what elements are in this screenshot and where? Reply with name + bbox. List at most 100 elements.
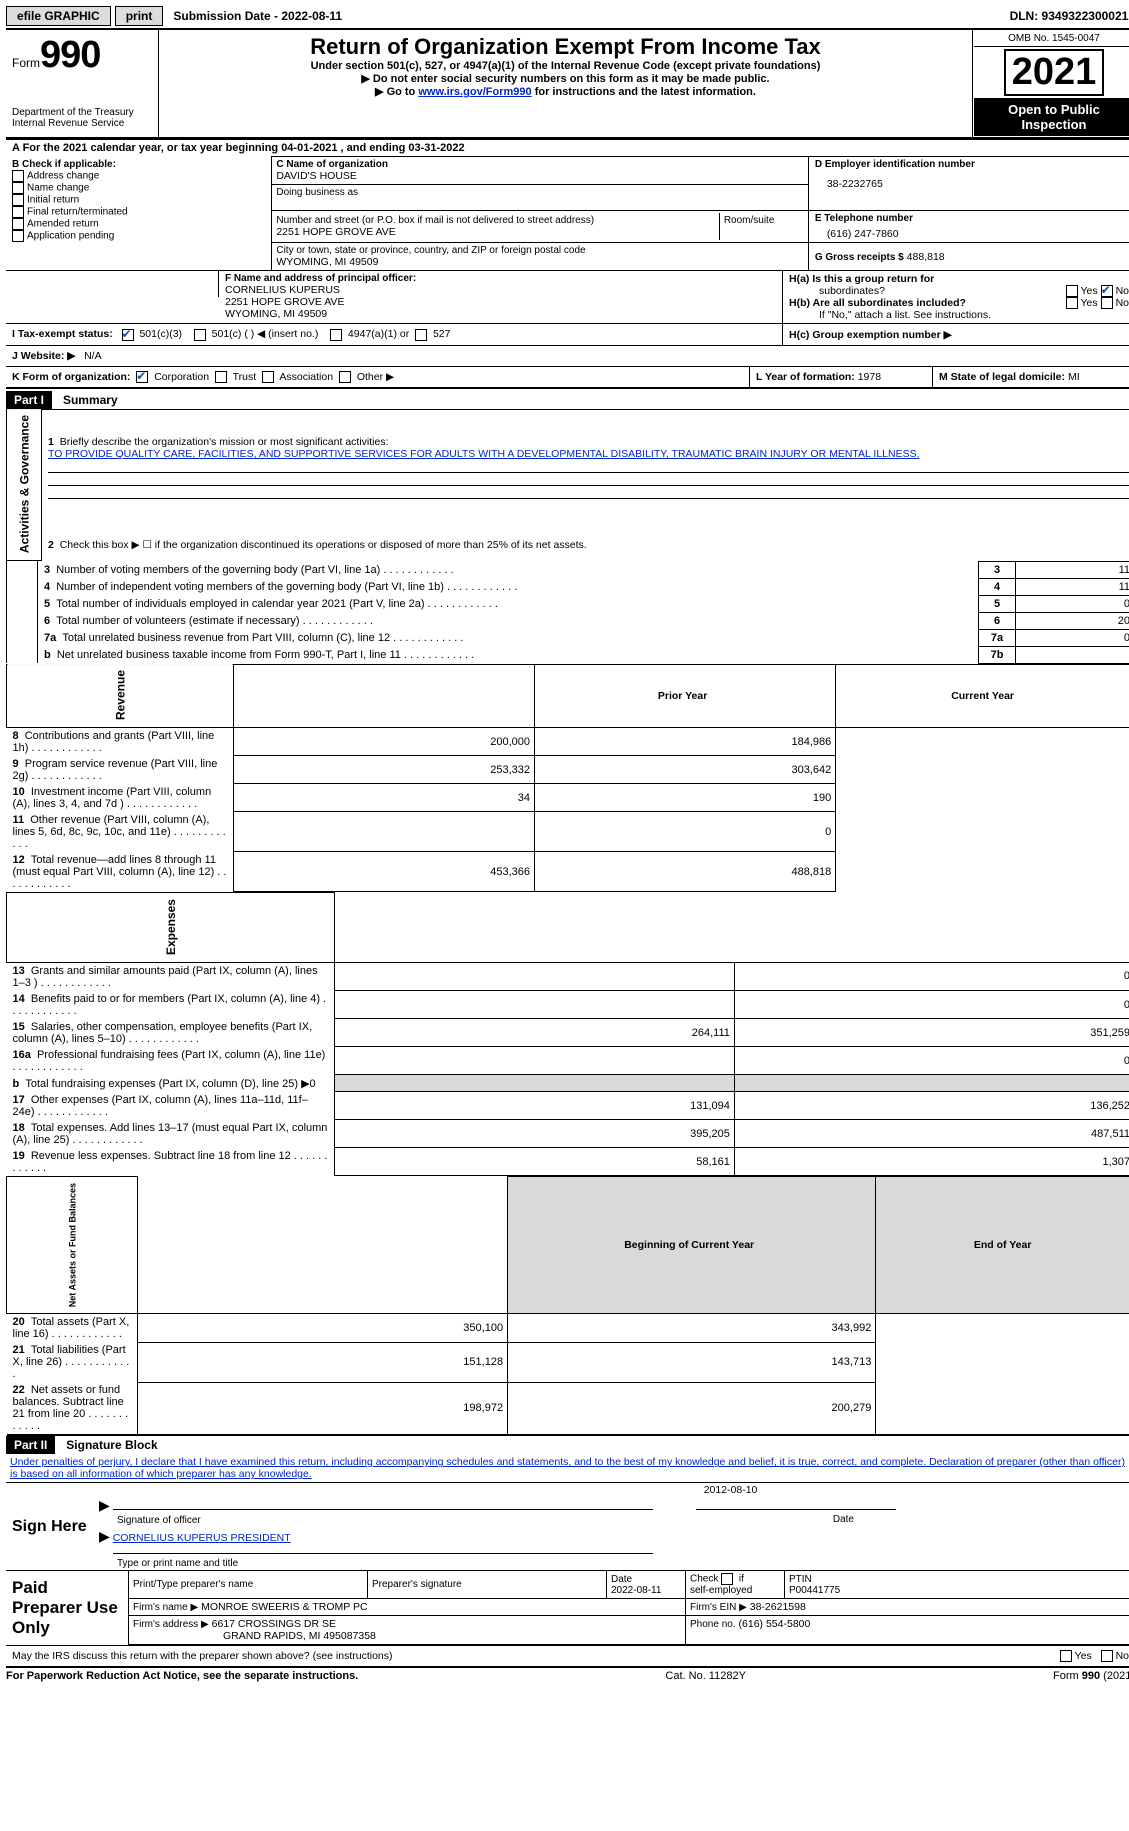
prep-date-value: 2022-08-11: [611, 1585, 661, 1596]
print-button[interactable]: print: [115, 6, 164, 26]
officer-addr2: WYOMING, MI 49509: [225, 308, 776, 320]
side-activities: Activities & Governance: [7, 409, 42, 560]
current-year-hdr: Current Year: [836, 664, 1129, 727]
gross-receipts: 488,818: [907, 251, 945, 263]
form-word: Form: [12, 56, 40, 70]
i-501c3[interactable]: [122, 329, 134, 341]
perjury-declaration: Under penalties of perjury, I declare th…: [6, 1454, 1129, 1483]
dba-label: Doing business as: [276, 187, 803, 198]
boy-hdr: Beginning of Current Year: [508, 1177, 876, 1314]
prep-sig-label: Preparer's signature: [368, 1571, 607, 1599]
ha-no[interactable]: [1101, 285, 1113, 297]
tax-year: 2021: [1004, 49, 1105, 96]
c-label: C Name of organization: [276, 159, 803, 170]
self-employed-check[interactable]: [721, 1573, 733, 1585]
firm-addr-label: Firm's address ▶: [133, 1619, 209, 1630]
i-4947[interactable]: [330, 329, 342, 341]
dln: DLN: 93493223000212: [1010, 9, 1129, 23]
discuss-no[interactable]: [1101, 1650, 1113, 1662]
room-suite-label: Room/suite: [720, 213, 808, 240]
line1-label: Briefly describe the organization's miss…: [60, 436, 389, 448]
ha-sub: subordinates?: [789, 285, 885, 297]
b-opt-1[interactable]: Name change: [12, 182, 265, 194]
entity-block: B Check if applicable: Address change Na…: [6, 156, 1129, 271]
dept-treasury: Department of the Treasury: [12, 107, 152, 118]
net-row-22: 22 Net assets or fund balances. Subtract…: [7, 1382, 1129, 1435]
irs-link[interactable]: www.irs.gov/Form990: [418, 86, 531, 98]
hb-yes[interactable]: [1066, 297, 1078, 309]
k-trust[interactable]: [215, 371, 227, 383]
expense-row-13: 13 Grants and similar amounts paid (Part…: [7, 962, 1129, 991]
k-other[interactable]: [339, 371, 351, 383]
k-label: K Form of organization:: [12, 371, 130, 383]
sig-officer-label: Signature of officer: [99, 1515, 201, 1526]
j-label: J Website: ▶: [12, 350, 75, 362]
sig-date-value: 2012-08-10: [704, 1484, 758, 1496]
type-name-label: Type or print name and title: [99, 1558, 238, 1569]
omb-number: OMB No. 1545-0047: [974, 31, 1129, 47]
summary-row-3: 3 Number of voting members of the govern…: [7, 561, 1129, 578]
firm-ein-label: Firm's EIN ▶: [690, 1602, 747, 1613]
expense-row-b: b Total fundraising expenses (Part IX, c…: [7, 1075, 1129, 1092]
summary-row-6: 6 Total number of volunteers (estimate i…: [7, 612, 1129, 629]
side-expenses: Expenses: [7, 893, 335, 962]
m-label: M State of legal domicile:: [939, 371, 1065, 383]
street-address: 2251 HOPE GROVE AVE: [276, 226, 714, 238]
ha-yes[interactable]: [1066, 285, 1078, 297]
top-bar: efile GRAPHIC print Submission Date - 20…: [6, 6, 1129, 26]
g-label: G Gross receipts $: [815, 252, 904, 263]
i-501c[interactable]: [194, 329, 206, 341]
i-527[interactable]: [415, 329, 427, 341]
k-corp[interactable]: [136, 371, 148, 383]
d-label: D Employer identification number: [815, 159, 1128, 170]
org-name: DAVID'S HOUSE: [276, 170, 803, 182]
open-to-public: Open to PublicInspection: [974, 98, 1129, 136]
expense-row-18: 18 Total expenses. Add lines 13–17 (must…: [7, 1120, 1129, 1148]
expense-row-15: 15 Salaries, other compensation, employe…: [7, 1019, 1129, 1047]
revenue-row-10: 10 Investment income (Part VIII, column …: [7, 784, 1129, 812]
form-header: Form990 Department of the Treasury Inter…: [6, 28, 1129, 139]
b-opt-0[interactable]: Address change: [12, 170, 265, 182]
b-opt-2[interactable]: Initial return: [12, 194, 265, 206]
officer-sig-name: CORNELIUS KUPERUS PRESIDENT: [113, 1532, 291, 1544]
city-label: City or town, state or province, country…: [276, 245, 803, 256]
discuss-yes[interactable]: [1060, 1650, 1072, 1662]
revenue-row-11: 11 Other revenue (Part VIII, column (A),…: [7, 812, 1129, 852]
b-label: B Check if applicable:: [12, 159, 265, 170]
ptin-value: P00441775: [789, 1585, 840, 1596]
firm-name-value: MONROE SWEERIS & TROMP PC: [201, 1601, 367, 1613]
b-opt-3[interactable]: Final return/terminated: [12, 206, 265, 218]
summary-row-b: b Net unrelated business taxable income …: [7, 646, 1129, 663]
b-opt-4[interactable]: Amended return: [12, 218, 265, 230]
line-a: A For the 2021 calendar year, or tax yea…: [6, 139, 1129, 156]
revenue-row-8: 8 Contributions and grants (Part VIII, l…: [7, 727, 1129, 756]
form-title: Return of Organization Exempt From Incom…: [165, 34, 966, 60]
form-number: 990: [40, 34, 100, 76]
k-assoc[interactable]: [262, 371, 274, 383]
ha-label: H(a) Is this a group return for: [789, 273, 934, 285]
summary-row-7a: 7a Total unrelated business revenue from…: [7, 629, 1129, 646]
website-value: N/A: [84, 350, 102, 362]
go-to-post: for instructions and the latest informat…: [532, 86, 756, 98]
firm-addr-value: 6617 CROSSINGS DR SE: [212, 1618, 336, 1630]
mission-text: TO PROVIDE QUALITY CARE, FACILITIES, AND…: [48, 448, 920, 460]
expense-row-17: 17 Other expenses (Part IX, column (A), …: [7, 1092, 1129, 1120]
ptin-label: PTIN: [789, 1574, 812, 1585]
sig-date-label: Date: [833, 1514, 1129, 1525]
hb-label: H(b) Are all subordinates included?: [789, 297, 966, 309]
ein-value: 38-2232765: [815, 170, 1128, 190]
form-footer: Form 990 (2021): [1053, 1670, 1129, 1682]
net-row-20: 20 Total assets (Part X, line 16) 350,10…: [7, 1314, 1129, 1343]
firm-addr2-value: GRAND RAPIDS, MI 495087358: [133, 1630, 376, 1642]
efile-button[interactable]: efile GRAPHIC: [6, 6, 111, 26]
l-label: L Year of formation:: [756, 371, 855, 383]
b-opt-5[interactable]: Application pending: [12, 230, 265, 242]
expense-row-16a: 16a Professional fundraising fees (Part …: [7, 1047, 1129, 1075]
prep-name-label: Print/Type preparer's name: [129, 1571, 368, 1599]
firm-phone-label: Phone no.: [690, 1619, 736, 1630]
hb-no[interactable]: [1101, 297, 1113, 309]
pra-notice: For Paperwork Reduction Act Notice, see …: [6, 1670, 358, 1682]
year-formed: 1978: [858, 371, 881, 383]
firm-ein-value: 38-2621598: [750, 1601, 806, 1613]
summary-row-4: 4 Number of independent voting members o…: [7, 578, 1129, 595]
